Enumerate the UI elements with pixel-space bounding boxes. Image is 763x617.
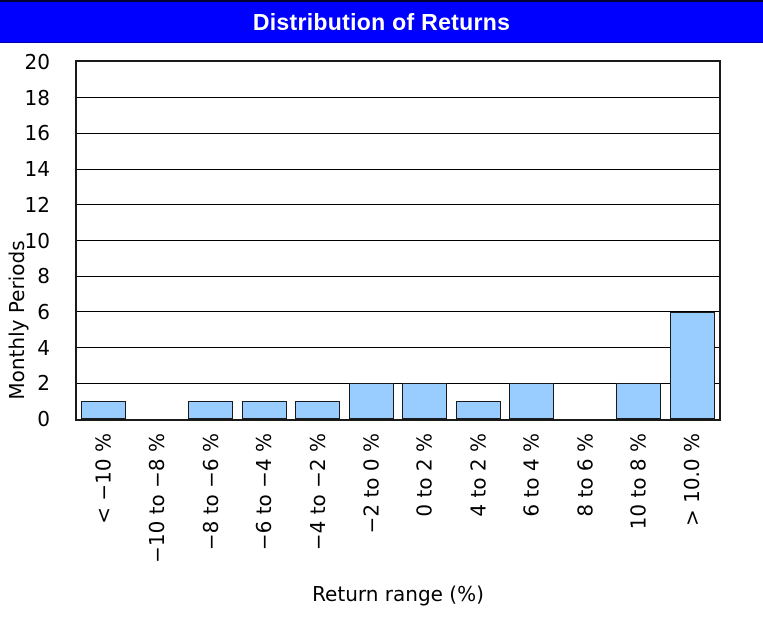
- gridline: [77, 97, 719, 99]
- y-tick-label: 18: [24, 85, 50, 110]
- gridline: [77, 382, 719, 384]
- x-category-label-text: 4 to 2 %: [466, 433, 491, 517]
- y-tick-label: 2: [37, 371, 50, 396]
- x-category-label-text: < −10 %: [91, 433, 116, 524]
- bar: [81, 401, 127, 419]
- x-category-label-text: 8 to 6 %: [573, 433, 598, 517]
- y-tick-label: 8: [37, 264, 50, 289]
- y-tick-label: 6: [37, 299, 50, 324]
- x-category-label-text: −6 to −4 %: [252, 433, 277, 551]
- bar: [348, 383, 394, 419]
- x-category-label-text: > 10.0 %: [680, 433, 705, 527]
- bar: [616, 383, 662, 419]
- title-bar: Distribution of Returns: [0, 0, 763, 43]
- bar: [188, 401, 234, 419]
- bar: [455, 401, 501, 419]
- plot-area: [75, 60, 721, 421]
- bar: [241, 401, 287, 419]
- y-tick-label: 16: [24, 121, 50, 146]
- x-category-label-text: 6 to 4 %: [519, 433, 544, 517]
- bar: [509, 383, 555, 419]
- gridline: [77, 311, 719, 313]
- gridline: [77, 275, 719, 277]
- y-tick-label: 10: [24, 228, 50, 253]
- y-tick-label: 20: [24, 50, 50, 74]
- y-tick-label: 12: [24, 192, 50, 217]
- gridline: [77, 240, 719, 241]
- x-category-label-text: 0 to 2 %: [412, 433, 437, 517]
- chart-title: Distribution of Returns: [252, 8, 511, 35]
- gridline: [77, 347, 719, 349]
- bar: [295, 401, 341, 419]
- y-tick-label: 14: [24, 157, 50, 182]
- y-tick-label: 0: [37, 407, 50, 431]
- y-tick-label: 4: [37, 335, 50, 360]
- x-category-label-text: −10 to −8 %: [145, 433, 170, 563]
- gridline: [77, 132, 719, 134]
- gridline: [77, 168, 719, 170]
- gridline: [77, 204, 719, 206]
- x-axis-label: Return range (%): [312, 582, 484, 606]
- x-category-label-text: −8 to −6 %: [198, 433, 223, 551]
- bar: [402, 383, 448, 419]
- x-category-label-text: −2 to 0 %: [359, 433, 384, 534]
- bar: [669, 311, 715, 419]
- x-category-label-text: −4 to −2 %: [305, 433, 330, 551]
- x-category-label-text: 10 to 8 %: [626, 433, 651, 530]
